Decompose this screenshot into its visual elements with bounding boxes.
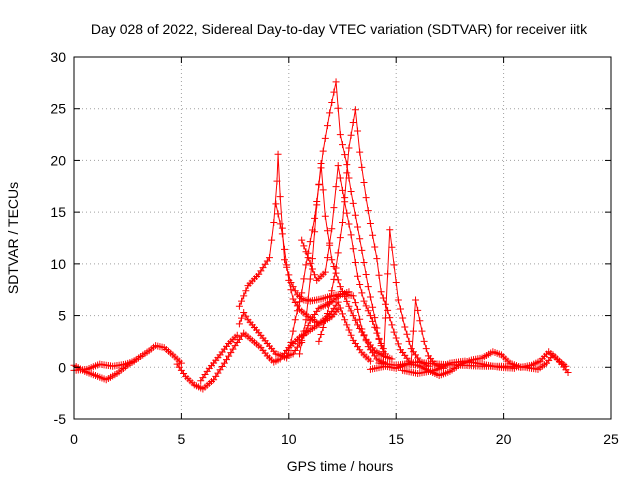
series-point-markers xyxy=(283,78,389,362)
x-tick-label: 15 xyxy=(388,431,404,447)
series-point-markers xyxy=(399,357,518,377)
series-point-markers xyxy=(315,106,413,365)
y-tick-label: -5 xyxy=(54,411,67,427)
y-tick-label: 5 xyxy=(58,308,66,324)
y-tick-label: 15 xyxy=(50,204,66,220)
series-track-p xyxy=(399,357,518,377)
x-tick-label: 0 xyxy=(70,431,78,447)
series-line xyxy=(318,109,410,362)
series-point-markers xyxy=(173,305,342,393)
y-tick-label: 0 xyxy=(58,359,66,375)
series-track-c xyxy=(173,305,342,393)
x-tick-label: 10 xyxy=(281,431,297,447)
series-track-d xyxy=(197,331,241,385)
series-track-f xyxy=(235,150,389,368)
series-point-markers xyxy=(298,162,387,356)
x-tick-label: 5 xyxy=(178,431,186,447)
series-track-g xyxy=(272,200,374,365)
series-track-i xyxy=(283,78,389,362)
series-point-markers xyxy=(235,150,389,368)
x-tick-label: 20 xyxy=(496,431,512,447)
y-tick-label: 20 xyxy=(50,152,66,168)
series-track-k xyxy=(315,106,413,365)
plot-frame xyxy=(73,56,612,420)
series-point-markers xyxy=(272,200,374,365)
series-line xyxy=(382,229,429,367)
x-tick-label: 25 xyxy=(603,431,619,447)
y-tick-label: 25 xyxy=(50,101,66,117)
chart-title: Day 028 of 2022, Sidereal Day-to-day VTE… xyxy=(91,21,588,37)
x-axis-label: GPS time / hours xyxy=(287,458,394,474)
series-point-markers xyxy=(197,331,241,385)
y-axis-label: SDTVAR / TECUs xyxy=(5,182,21,294)
y-tick-label: 30 xyxy=(50,49,66,65)
data-series xyxy=(70,78,572,393)
y-tick-label: 10 xyxy=(50,256,66,272)
